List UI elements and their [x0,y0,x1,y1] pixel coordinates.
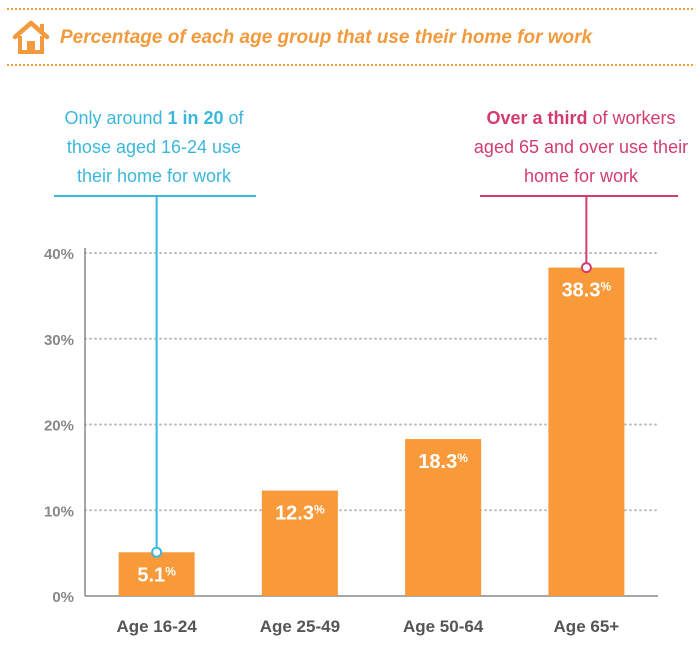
data-label: 38.3% [562,280,612,302]
annotation-left-pre: Only around [64,108,168,128]
annotation-right: Over a third of workers aged 65 and over… [470,104,692,191]
bar [118,552,195,596]
bar [548,267,625,596]
annotation-left-bold: 1 in 20 [167,108,224,128]
annotation-right-bold: Over a third [486,108,588,128]
x-tick-label: Age 25-49 [260,617,340,636]
y-tick-label: 10% [44,503,74,520]
annotation-left: Only around 1 in 20 of those aged 16-24 … [50,104,258,191]
data-label: 5.1% [137,564,176,586]
y-tick-label: 0% [52,589,74,606]
annotation-right-post: of workers aged 65 and over use their ho… [473,108,689,186]
data-label: 18.3% [418,451,468,473]
y-tick-label: 30% [44,332,74,349]
annotation-left-marker [151,546,163,558]
bar [261,490,338,596]
top-dotted-divider [7,8,693,10]
house-icon [12,20,50,54]
bar [405,439,482,596]
annotation-left-post: of those aged 16-24 use their home for w… [66,108,244,186]
x-tick-label: Age 16-24 [116,617,197,636]
annotation-right-marker [580,262,592,274]
y-tick-label: 20% [44,418,74,435]
x-tick-label: Age 65+ [554,617,620,636]
x-tick-label: Age 50-64 [403,617,484,636]
bottom-dotted-divider [7,64,693,66]
data-label: 12.3% [275,503,325,525]
chart-header: Percentage of each age group that use th… [0,0,700,66]
y-tick-label: 40% [44,246,74,263]
page-title: Percentage of each age group that use th… [60,27,593,48]
